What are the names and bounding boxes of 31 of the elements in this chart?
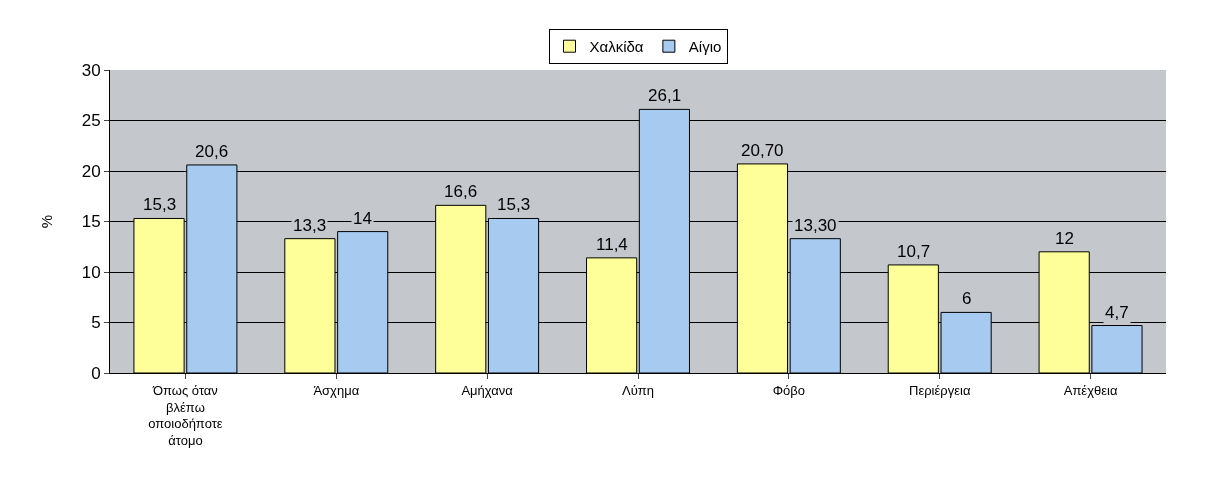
data-label: 20,6 (195, 142, 229, 161)
data-label: 14 (353, 209, 372, 228)
y-tick-label: 0 (91, 363, 101, 383)
data-label: 26,1 (648, 86, 682, 105)
data-label: 15,3 (497, 195, 531, 214)
data-label: 12 (1055, 229, 1074, 248)
legend-label: Χαλκίδα (589, 38, 644, 56)
y-axis-title: % (37, 214, 55, 229)
y-tick-label: 20 (81, 161, 101, 181)
x-tick-label: Όπως όταν βλέπω οποιοδήποτε άτομο (148, 382, 223, 449)
y-tick-label: 10 (81, 262, 101, 282)
legend-label: Αίγιο (688, 38, 722, 56)
x-tick-label: Άσχημα (313, 382, 360, 398)
data-label: 13,3 (293, 216, 327, 235)
data-label: 10,7 (897, 242, 931, 261)
x-tick-label: Λύπη (622, 382, 654, 398)
data-label: 15,3 (143, 195, 177, 214)
y-tick-label: 15 (81, 212, 101, 232)
x-tick-label: Αμήχανα (461, 382, 514, 398)
data-label: 4,7 (1105, 303, 1129, 322)
data-label: 13,30 (794, 216, 837, 235)
data-label: 16,6 (444, 182, 478, 201)
x-tick-label: Απέχθεια (1063, 382, 1118, 398)
data-label: 11,4 (596, 235, 628, 254)
y-tick-label: 30 (81, 60, 101, 80)
x-tick-label: Περιέργεια (909, 382, 971, 398)
y-tick-label: 25 (81, 111, 101, 131)
y-tick-label: 5 (91, 313, 101, 333)
data-label: 6 (962, 289, 972, 308)
data-label: 20,70 (741, 141, 784, 160)
x-tick-label: Φόβο (772, 382, 806, 398)
